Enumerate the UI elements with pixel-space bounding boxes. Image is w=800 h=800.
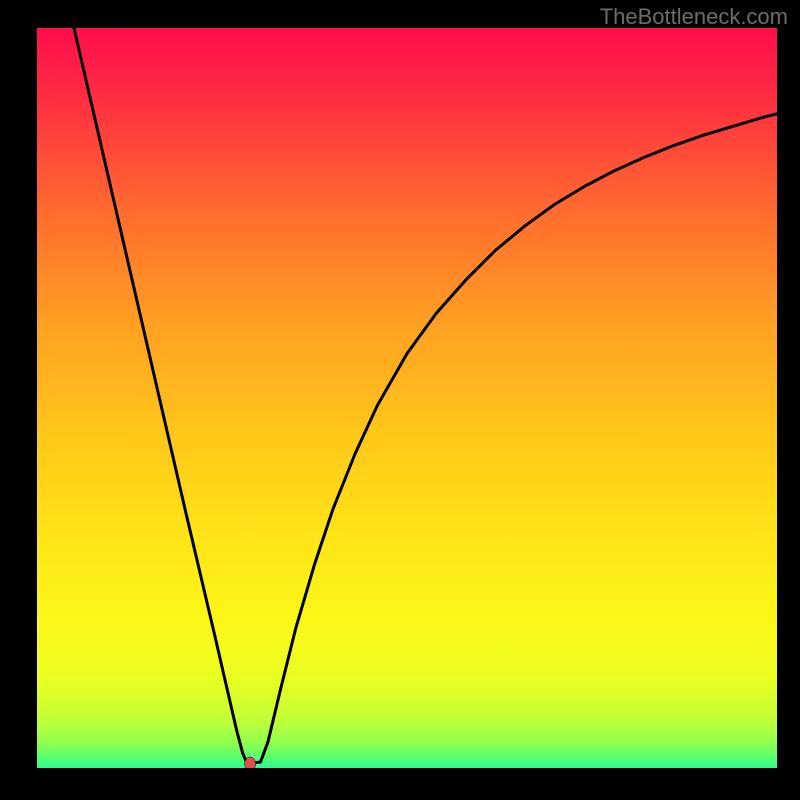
watermark-text: TheBottleneck.com [600, 4, 788, 30]
gradient-background [37, 28, 777, 768]
optimum-marker [245, 757, 256, 768]
chart-svg [37, 28, 777, 768]
plot-area [37, 28, 777, 768]
chart-container: TheBottleneck.com [0, 0, 800, 800]
